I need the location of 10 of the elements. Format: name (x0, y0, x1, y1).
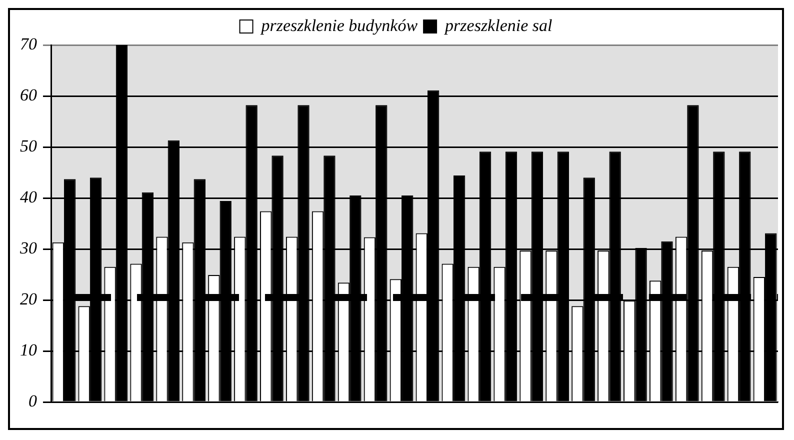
y-tick-label: 60 (20, 85, 38, 104)
y-tick-label: 40 (20, 187, 38, 206)
y-tick-label: 30 (19, 238, 38, 258)
y-tick-label: 0 (28, 391, 38, 410)
legend-label: przeszklenie sal (444, 16, 552, 35)
y-tick-label: 10 (20, 340, 38, 360)
y-tick-label: 50 (20, 136, 38, 156)
y-tick-label: 70 (20, 34, 38, 54)
y-tick-label: 20 (20, 289, 38, 308)
legend-label: przeszklenie budynków (260, 16, 418, 35)
